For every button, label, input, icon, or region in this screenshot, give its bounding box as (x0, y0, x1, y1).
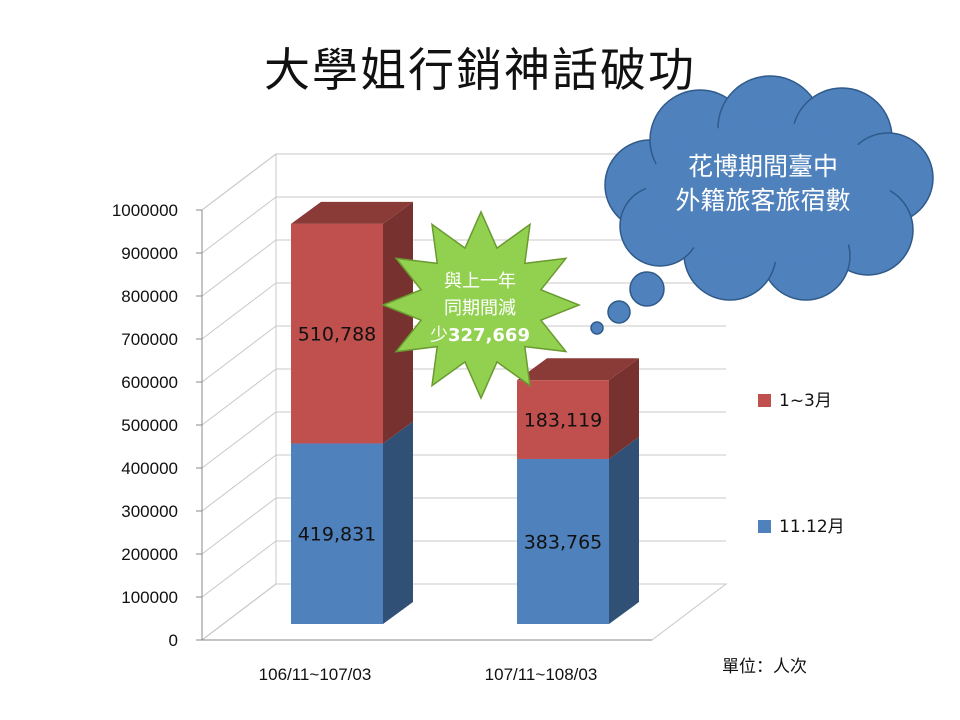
y-tick-label: 600000 (121, 373, 178, 392)
bar-segment (517, 458, 609, 624)
data-label: 383,765 (524, 531, 603, 553)
y-axis-ticks: 0 100000 200000 300000 400000 500000 600000 700… (112, 201, 203, 650)
gridline-diag (201, 454, 277, 512)
bar-side (383, 421, 413, 624)
bar-side (609, 358, 639, 459)
thought-cloud (604, 75, 934, 301)
y-tick-label: 200000 (121, 545, 178, 564)
callouts (380, 75, 934, 400)
y-tick-label: 0 (169, 631, 178, 650)
y-tick-label: 900000 (121, 244, 178, 263)
legend-label: 1~3月 (779, 391, 832, 411)
chart-title: 大學姐行銷神話破功 (264, 43, 696, 97)
y-tick-label: 400000 (121, 459, 178, 478)
data-label: 510,788 (298, 324, 377, 346)
gridline-diag (201, 282, 277, 340)
gridline-diag (201, 196, 277, 254)
gridline-diag (201, 497, 277, 555)
cloud-line-1: 花博期間臺中 (687, 152, 838, 181)
y-tick-label: 700000 (121, 330, 178, 349)
floor (200, 583, 728, 641)
y-tick-label: 1000000 (112, 201, 178, 220)
star-reduction-value: 327,669 (448, 325, 530, 346)
bar-side (609, 436, 639, 624)
data-label: 419,831 (298, 524, 377, 546)
bar-top (517, 358, 639, 381)
cloud-core (646, 122, 890, 262)
legend-label: 11.12月 (779, 517, 845, 537)
star-line-3-prefix: 少 (430, 325, 448, 346)
x-category-label: 107/11~108/03 (485, 665, 598, 684)
cloud-line-2: 外籍旅客旅宿數 (675, 186, 851, 215)
star-burst (380, 210, 582, 400)
bar-top (291, 201, 413, 224)
gridline-diag (201, 583, 277, 641)
thought-bubble-medium (607, 300, 631, 324)
bar-segment (517, 380, 609, 459)
star-callout-text: 與上一年 同期間減 少327,669 (405, 268, 555, 349)
star-line-2: 同期間減 (444, 298, 516, 319)
bar-segment (291, 443, 383, 624)
bar-segment (291, 223, 383, 444)
y-tick-label: 800000 (121, 287, 178, 306)
y-tick-label: 300000 (121, 502, 178, 521)
gridline-diag (201, 540, 277, 598)
legend-swatch (758, 394, 771, 407)
y-tick-label: 100000 (121, 588, 178, 607)
y-tick-label: 500000 (121, 416, 178, 435)
data-label: 183,119 (524, 410, 603, 432)
gridline-diag (201, 411, 277, 469)
star-line-1: 與上一年 (444, 271, 516, 292)
bars: 419,831 510,788 383,765 183,119 (291, 201, 639, 624)
x-axis-categories: 106/11~107/03 107/11~108/03 (202, 639, 652, 684)
legend-swatch (758, 520, 771, 533)
gridline-diag (201, 325, 277, 383)
unit-note: 單位：人次 (722, 657, 807, 677)
gridline-diag (201, 153, 277, 211)
legend: 1~3月 11.12月 (758, 391, 845, 537)
gridline-diag (201, 239, 277, 297)
thought-bubble-small (590, 321, 604, 335)
thought-bubble-large (629, 271, 665, 307)
cloud-callout-text: 花博期間臺中 外籍旅客旅宿數 (628, 150, 898, 218)
x-category-label: 106/11~107/03 (259, 665, 372, 684)
star-line-3: 少327,669 (405, 322, 555, 349)
gridline-diag (201, 368, 277, 426)
